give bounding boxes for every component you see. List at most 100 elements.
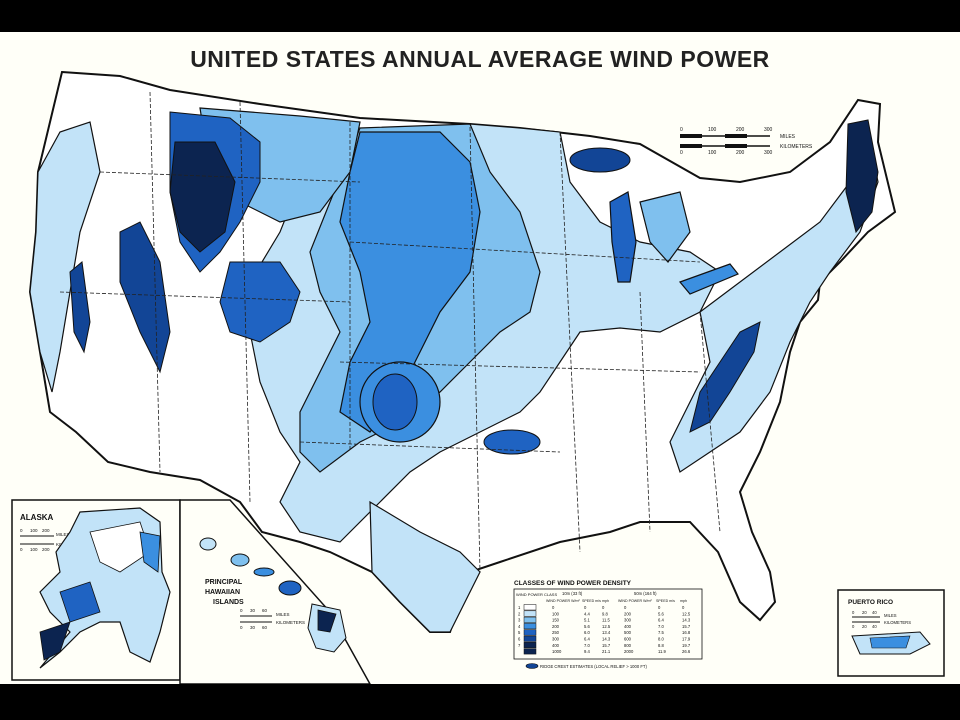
scale-km-300: 300 <box>764 150 773 156</box>
legend-cell-m10: 9.8 <box>602 611 608 616</box>
pr-miles-label: MILES <box>884 613 897 618</box>
legend-swatch <box>523 635 537 642</box>
state-boundaries <box>59 91 721 573</box>
hawaii-mile-30: 30 <box>250 608 256 613</box>
legend-cell-s50: 7.5 <box>658 630 664 635</box>
scale-km-0: 0 <box>680 150 683 156</box>
hawaii-island-molokai <box>253 567 275 577</box>
hawaii-miles-label: MILES <box>276 612 290 617</box>
wind-zone-class2-westcoast <box>29 121 101 393</box>
wind-zone-class2-texas <box>369 500 481 633</box>
legend-col-speed-50: SPEED m/s <box>656 599 675 603</box>
alaska-km-0: 0 <box>20 547 23 552</box>
legend-col-mph-10: mph <box>602 599 609 603</box>
alaska-km-100: 100 <box>30 547 38 552</box>
legend-col-speed-10: SPEED m/s <box>582 599 601 603</box>
wind-zone-class6-lakes <box>569 147 631 173</box>
lake-erie <box>678 263 739 295</box>
scale-mile-100: 100 <box>708 127 717 133</box>
legend-cell-p10: 300 <box>552 637 560 642</box>
legend-title: CLASSES OF WIND POWER DENSITY <box>514 580 632 587</box>
legend-col-class: WIND POWER CLASS <box>516 592 557 597</box>
legend-swatch <box>523 604 537 611</box>
hawaii-km-0: 0 <box>240 625 243 630</box>
alaska-label: ALASKA <box>20 513 54 522</box>
wind-zone-class6-sierra <box>69 261 91 354</box>
legend-cell-m50: 26.6 <box>682 649 691 654</box>
legend-cell-m10: 13.4 <box>602 630 611 635</box>
legend-cell-m10: 11.5 <box>602 618 611 623</box>
legend-cell-s10: 5.6 <box>584 624 590 629</box>
legend-cell-m50: 15.7 <box>682 624 691 629</box>
legend-cell-p50: 300 <box>624 618 632 623</box>
legend-cell-s50: 8.0 <box>658 637 664 642</box>
legend-cell-m10: 14.3 <box>602 637 611 642</box>
hawaii-island-oahu <box>230 553 250 567</box>
legend-cell-s10: 7.0 <box>584 643 590 648</box>
pr-km-20: 20 <box>862 624 867 629</box>
pr-km-0: 0 <box>852 624 855 629</box>
legend-cell-m50: 14.3 <box>682 618 691 623</box>
legend-cell-p10: 0 <box>552 605 555 610</box>
lake-michigan <box>609 191 637 283</box>
scale-km-200: 200 <box>736 150 745 156</box>
lake-huron <box>639 191 691 263</box>
legend-cell-p50: 400 <box>624 624 632 629</box>
puerto-rico-label: PUERTO RICO <box>848 599 893 606</box>
hawaii-mile-0: 0 <box>240 608 243 613</box>
map-title: UNITED STATES ANNUAL AVERAGE WIND POWER <box>190 46 770 72</box>
legend-cell-m10: 12.5 <box>602 624 611 629</box>
legend-swatch <box>523 610 537 617</box>
legend-cell-p10: 1000 <box>552 649 562 654</box>
wind-map: 0 100 200 300 MILES 0 100 200 300 KILOME… <box>11 70 945 684</box>
legend-cell-cls: 2 <box>518 611 521 616</box>
legend-height-50m: 50m (164 ft) <box>634 591 657 596</box>
scale-km-100: 100 <box>708 150 717 156</box>
scale-mile-0: 0 <box>680 127 683 133</box>
legend-cell-m50: 19.7 <box>682 643 691 648</box>
legend-cell-cls: 5 <box>518 630 521 635</box>
wind-zone-class7-rockies <box>169 141 236 253</box>
legend-cell-cls: 3 <box>518 618 521 623</box>
hawaii-km-60: 60 <box>262 625 268 630</box>
legend-cell-m10: 21.1 <box>602 649 611 654</box>
legend-cell-p10: 100 <box>552 611 560 616</box>
legend-swatch <box>523 629 537 636</box>
legend-swatch <box>523 648 537 655</box>
legend-cell-cls: 7 <box>518 643 521 648</box>
main-scale-bar: 0 100 200 300 MILES 0 100 200 300 KILOME… <box>680 127 813 156</box>
legend-cell-p10: 200 <box>552 624 560 629</box>
legend-cell-cls: 1 <box>518 605 521 610</box>
pr-mile-0: 0 <box>852 610 855 615</box>
legend-ridge-note: RIDGE CREST ESTIMATES (LOCAL RELIEF > 10… <box>540 664 647 669</box>
alaska-miles-label: MILES <box>56 532 70 537</box>
legend-cell-s50: 11.9 <box>658 649 667 654</box>
legend-col-power-10: WIND POWER W/m² <box>546 599 581 603</box>
legend-cell-m50: 0 <box>682 605 685 610</box>
alaska-km-200: 200 <box>42 547 50 552</box>
legend-col-mph-50: mph <box>680 599 687 603</box>
legend: CLASSES OF WIND POWER DENSITY WIND POWER… <box>513 580 703 669</box>
legend-cell-s50: 8.8 <box>658 643 664 648</box>
legend-swatch <box>523 623 537 630</box>
hawaii-km-label: KILOMETERS <box>276 620 305 625</box>
legend-cell-m50: 17.9 <box>682 637 691 642</box>
scale-km-label: KILOMETERS <box>780 144 813 150</box>
hawaii-inset: PRINCIPAL HAWAIIAN ISLANDS 0 30 60 MILES… <box>179 499 371 684</box>
scale-miles-label: MILES <box>780 134 796 140</box>
hawaii-km-30: 30 <box>250 625 256 630</box>
pr-km-label: KILOMETERS <box>884 620 911 625</box>
wind-zone-class5-highplains <box>372 373 418 431</box>
alaska-mile-200: 200 <box>42 528 50 533</box>
legend-cell-m50: 12.5 <box>682 611 691 616</box>
legend-cell-m10: 15.7 <box>602 643 611 648</box>
puerto-rico-inset: PUERTO RICO 0 20 40 MILES 0 20 40 KILOME… <box>837 589 945 677</box>
legend-swatch <box>523 642 537 649</box>
wind-zone-class6-rockies <box>119 221 171 374</box>
legend-col-power-50: WIND POWER W/m² <box>618 599 653 603</box>
legend-cell-p10: 400 <box>552 643 560 648</box>
legend-cell-p10: 250 <box>552 630 560 635</box>
legend-cell-s10: 9.4 <box>584 649 590 654</box>
legend-cell-s10: 4.4 <box>584 611 590 616</box>
legend-cell-s50: 7.0 <box>658 624 664 629</box>
